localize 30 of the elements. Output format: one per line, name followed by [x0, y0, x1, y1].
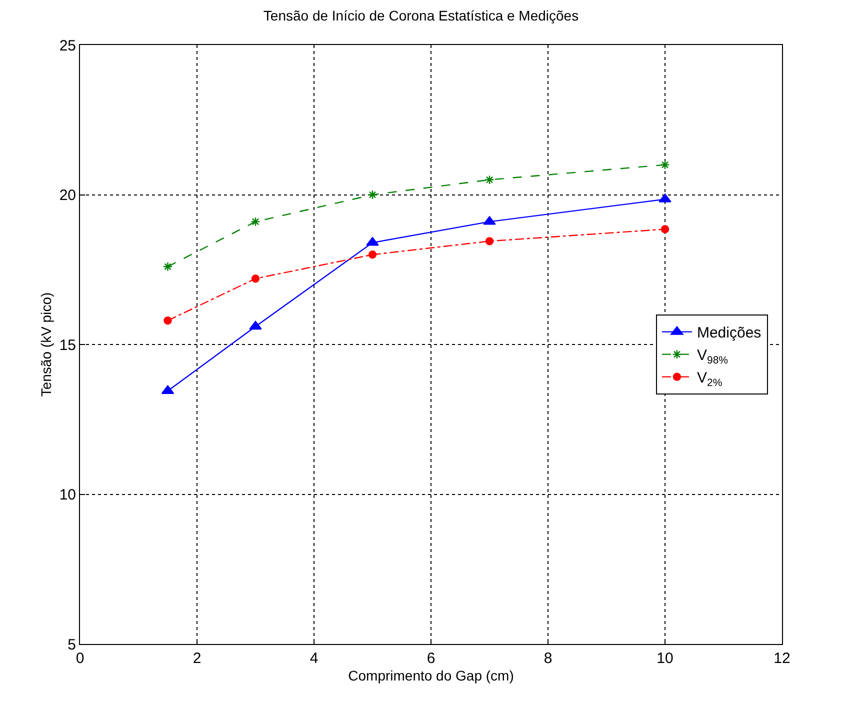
point [251, 274, 260, 283]
point [249, 320, 262, 330]
y-axis-title: Tensão (kV pico) [38, 292, 54, 397]
x-tick-label: 4 [310, 650, 318, 667]
x-axis-title: Comprimento do Gap (cm) [348, 667, 514, 684]
legend-label: V$_{98%}$ [696, 347, 728, 366]
x-tick-label: 0 [76, 650, 84, 667]
legend-label: V$_{2%}$ [696, 370, 722, 389]
y-tick-label: 10 [59, 486, 76, 504]
x-tick-label: 2 [192, 650, 202, 667]
legend-label: Medições [696, 324, 762, 342]
chart-title: Tensão de Início de Corona Estatística e Medições [263, 7, 579, 24]
x-tick-label: 12 [774, 650, 790, 667]
x-tick-label: 6 [426, 650, 436, 667]
point [368, 190, 378, 200]
point [484, 174, 494, 185]
point [164, 316, 172, 325]
point [162, 262, 173, 272]
point [485, 237, 494, 246]
point [660, 160, 670, 170]
y-tick-label: 20 [59, 187, 76, 204]
point [161, 385, 174, 394]
x-tick-label: 10 [656, 650, 674, 667]
x-tick-label: 8 [544, 650, 552, 667]
point [250, 216, 260, 226]
y-tick-label: 15 [59, 336, 76, 354]
point [368, 250, 377, 259]
point [660, 225, 670, 234]
y-tick-label: 25 [59, 37, 76, 54]
y-tick-label: 5 [68, 636, 76, 654]
